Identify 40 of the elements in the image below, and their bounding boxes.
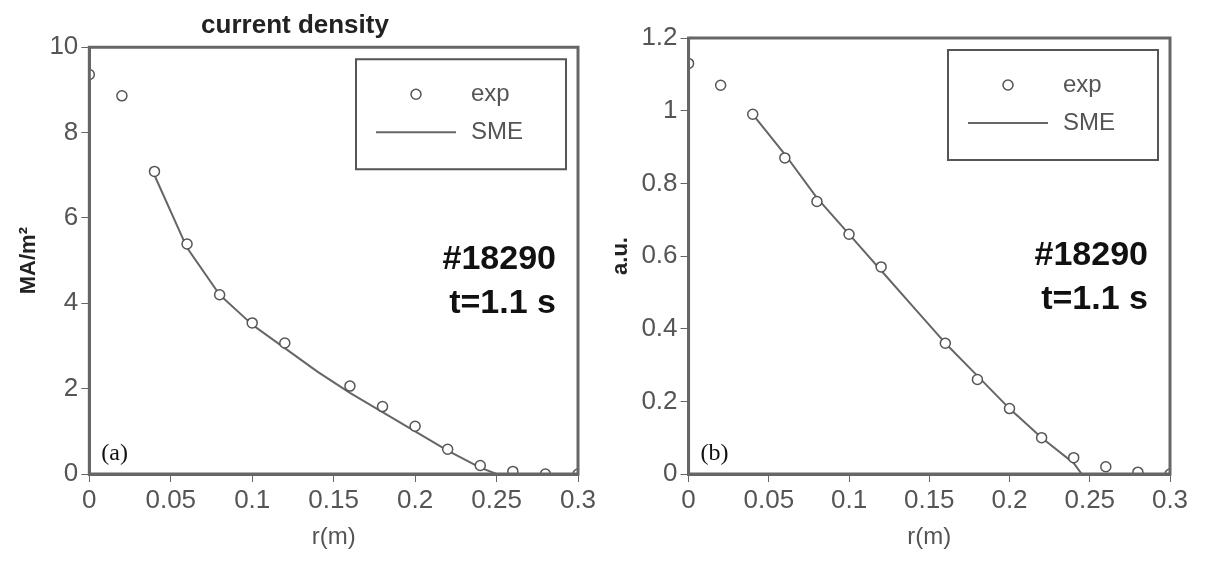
x-axis-title: r(m)	[907, 522, 952, 550]
x-tick-label: 0.25	[1064, 483, 1116, 514]
y-tick-label: 2	[63, 371, 79, 402]
x-tick-label: 0.05	[145, 483, 197, 514]
legend-label: SME	[1063, 107, 1116, 135]
y-tick-label: 0	[63, 457, 79, 488]
y-tick-label: 0.8	[641, 166, 678, 197]
y-tick-label: 1.2	[641, 21, 678, 52]
x-tick-label: 0.1	[234, 483, 271, 514]
y-axis-title: a.u.	[607, 237, 633, 275]
annotation: #18290	[1034, 233, 1148, 272]
x-tick-label: 0.1	[830, 483, 868, 514]
annotation: (b)	[700, 439, 729, 465]
x-tick-label: 0.2	[397, 483, 434, 514]
x-tick-label: 0.2	[991, 483, 1028, 514]
legend-label: SME	[471, 116, 524, 144]
annotation: t=1.1 s	[1041, 277, 1148, 316]
y-tick-label: 0.4	[641, 311, 678, 342]
annotation: t=1.1 s	[449, 282, 556, 321]
annotation: #18290	[442, 238, 556, 277]
x-tick-label: 0.25	[471, 483, 522, 514]
y-tick-label: 1	[663, 93, 678, 124]
y-tick-label: 8	[63, 115, 79, 146]
y-tick-label: 4	[63, 286, 79, 317]
x-tick-label: 0.15	[308, 483, 359, 514]
x-axis-title: r(m)	[311, 522, 356, 550]
y-tick-label: 6	[63, 201, 79, 232]
legend-label: exp	[471, 78, 510, 106]
annotation: (a)	[101, 439, 128, 465]
y-axis-title: MA/m²	[15, 226, 41, 295]
x-tick-label: 0.3	[1151, 483, 1189, 514]
y-tick-label: 10	[49, 30, 79, 61]
legend-label: exp	[1063, 69, 1102, 97]
y-tick-label: 0	[663, 457, 678, 488]
x-tick-label: 0.05	[743, 483, 795, 514]
y-tick-label: 0.6	[641, 239, 678, 270]
x-tick-label: 0.3	[559, 483, 597, 514]
y-tick-label: 0.2	[641, 384, 678, 415]
chart-title: current density	[201, 8, 390, 39]
x-tick-label: 0.15	[903, 483, 955, 514]
